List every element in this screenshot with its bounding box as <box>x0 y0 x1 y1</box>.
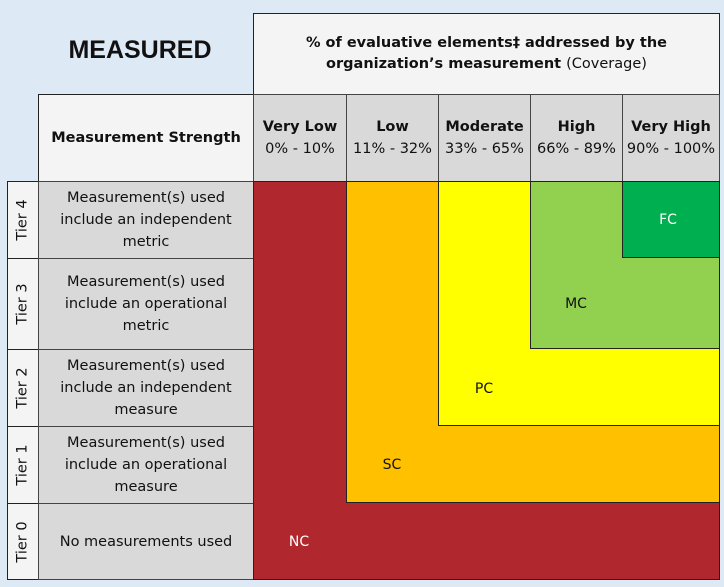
matrix-title: MEASURED <box>68 36 212 64</box>
tier-1-label: Tier 1 <box>7 426 39 504</box>
tier-0-label: Tier 0 <box>7 503 39 580</box>
tier-2-label: Tier 2 <box>7 349 39 427</box>
zone-label-sc: SC <box>382 457 402 473</box>
column-range: 0% - 10% <box>265 141 335 157</box>
column-label: Moderate <box>445 119 524 135</box>
column-header-very-low: Very Low 0% - 10% <box>253 94 347 182</box>
coverage-header-normal: (Coverage) <box>566 56 647 72</box>
zone-label-mc: MC <box>565 296 587 312</box>
column-range: 90% - 100% <box>626 141 716 157</box>
column-header-low: Low 11% - 32% <box>346 94 439 182</box>
zone-fc <box>622 181 720 258</box>
column-range: 11% - 32% <box>353 141 432 157</box>
zone-label-fc: FC <box>659 212 677 228</box>
column-header-moderate: Moderate 33% - 65% <box>438 94 531 182</box>
column-label: Very Low <box>262 119 338 135</box>
column-header-very-high: Very High 90% - 100% <box>622 94 720 182</box>
column-header-high: High 66% - 89% <box>530 94 623 182</box>
tier-4-label: Tier 4 <box>7 181 39 259</box>
column-label: High <box>557 119 596 135</box>
column-label: Low <box>376 119 409 135</box>
column-label: Very High <box>631 119 711 135</box>
zone-label-pc: PC <box>474 381 494 397</box>
column-range: 33% - 65% <box>445 141 524 157</box>
coverage-header-bold: % of evaluative elements‡ addressed by t… <box>305 35 668 72</box>
tier-3-description: Measurement(s) used include an operation… <box>38 258 254 350</box>
tier-3-label: Tier 3 <box>7 258 39 350</box>
strength-header: Measurement Strength <box>38 94 254 182</box>
column-range: 66% - 89% <box>537 141 616 157</box>
tier-4-description: Measurement(s) used include an independe… <box>38 181 254 259</box>
tier-1-description: Measurement(s) used include an operation… <box>38 426 254 504</box>
zone-label-nc: NC <box>288 534 310 550</box>
tier-2-description: Measurement(s) used include an independe… <box>38 349 254 427</box>
tier-0-description: No measurements used <box>38 503 254 580</box>
coverage-header: % of evaluative elements‡ addressed by t… <box>253 13 720 95</box>
